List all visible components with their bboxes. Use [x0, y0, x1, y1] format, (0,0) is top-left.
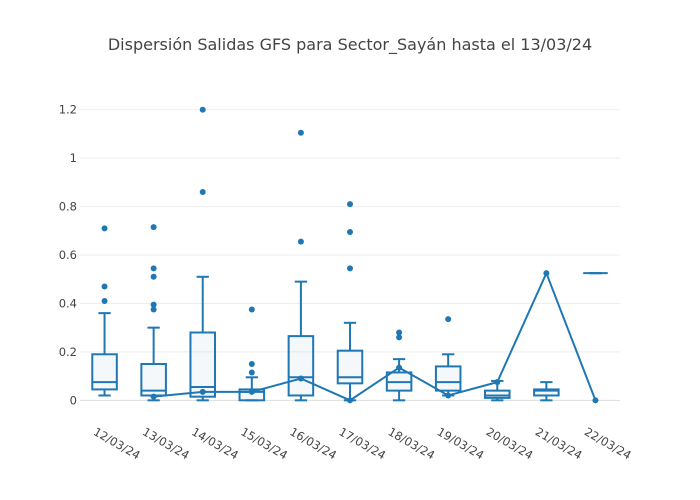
- box-18/03/24: [385, 329, 413, 402]
- outlier-point: [101, 298, 108, 305]
- x-axis-ticks: 12/03/2413/03/2414/03/2415/03/2416/03/24…: [91, 424, 634, 462]
- outlier-point: [297, 129, 304, 136]
- y-tick-label: 0.2: [59, 345, 77, 359]
- x-tick-label: 21/03/24: [533, 424, 585, 462]
- trend-point: [445, 392, 452, 399]
- y-tick-label: 0: [70, 393, 77, 407]
- box-15/03/24: [238, 306, 266, 402]
- x-tick-label: 22/03/24: [582, 424, 634, 462]
- x-tick-label: 16/03/24: [287, 424, 339, 462]
- box-body: [533, 388, 560, 397]
- y-tick-label: 1.2: [59, 103, 77, 117]
- y-axis-ticks: 0 0.2 0.4 0.6 0.8 1 1.2: [59, 103, 77, 408]
- box-20/03/24: [484, 379, 511, 402]
- box-17/03/24: [336, 201, 364, 402]
- outlier-point: [347, 228, 353, 235]
- x-tick-label: 17/03/24: [337, 424, 389, 462]
- box-16/03/24: [287, 129, 315, 402]
- y-tick-label: 0.8: [59, 200, 77, 214]
- outlier-point: [101, 225, 108, 232]
- box-body: [287, 335, 315, 397]
- trend-point: [543, 270, 550, 277]
- x-tick-label: 20/03/24: [484, 424, 536, 462]
- outlier-point: [199, 189, 206, 196]
- trend-point: [248, 388, 255, 395]
- outlier-point: [248, 306, 255, 313]
- y-tick-label: 0.4: [59, 296, 77, 310]
- box-series: [91, 106, 608, 402]
- outlier-point: [445, 316, 452, 323]
- x-tick-label: 12/03/24: [91, 424, 143, 462]
- box-12/03/24: [91, 225, 118, 397]
- outlier-point: [347, 201, 353, 208]
- y-tick-label: 0.6: [59, 248, 77, 262]
- outlier-point: [150, 301, 157, 308]
- outlier-point: [248, 369, 255, 376]
- box-body: [189, 331, 216, 398]
- x-tick-label: 14/03/24: [189, 424, 241, 462]
- x-tick-label: 15/03/24: [238, 424, 290, 462]
- outlier-point: [396, 329, 403, 336]
- outlier-point: [347, 265, 353, 272]
- x-tick-label: 13/03/24: [140, 424, 192, 462]
- box-body: [434, 365, 462, 392]
- outlier-point: [248, 360, 255, 367]
- trend-point: [297, 375, 304, 382]
- outlier-point: [297, 238, 304, 245]
- box-body: [91, 353, 118, 391]
- outlier-point: [101, 283, 108, 290]
- outlier-point: [396, 334, 403, 341]
- outlier-point: [199, 106, 206, 113]
- trend-point: [592, 397, 599, 404]
- box-21/03/24: [533, 381, 560, 402]
- trend-point: [150, 393, 157, 400]
- trend-point: [494, 379, 501, 386]
- outlier-point: [150, 224, 157, 231]
- trend-line: [153, 270, 597, 402]
- box-body: [484, 389, 511, 399]
- box-19/03/24: [434, 316, 462, 397]
- box-body: [336, 349, 364, 385]
- chart-title: Dispersión Salidas GFS para Sector_Sayán…: [108, 35, 592, 55]
- outlier-point: [150, 306, 157, 313]
- trend-series: [150, 270, 599, 404]
- trend-point: [199, 388, 206, 395]
- x-tick-label: 19/03/24: [435, 424, 487, 462]
- box-14/03/24: [189, 106, 216, 402]
- trend-point: [396, 364, 403, 371]
- x-tick-label: 18/03/24: [386, 424, 438, 462]
- outlier-point: [150, 265, 157, 272]
- y-tick-label: 1: [70, 151, 77, 165]
- trend-point: [347, 397, 353, 404]
- outlier-point: [150, 273, 157, 280]
- box-13/03/24: [140, 224, 167, 402]
